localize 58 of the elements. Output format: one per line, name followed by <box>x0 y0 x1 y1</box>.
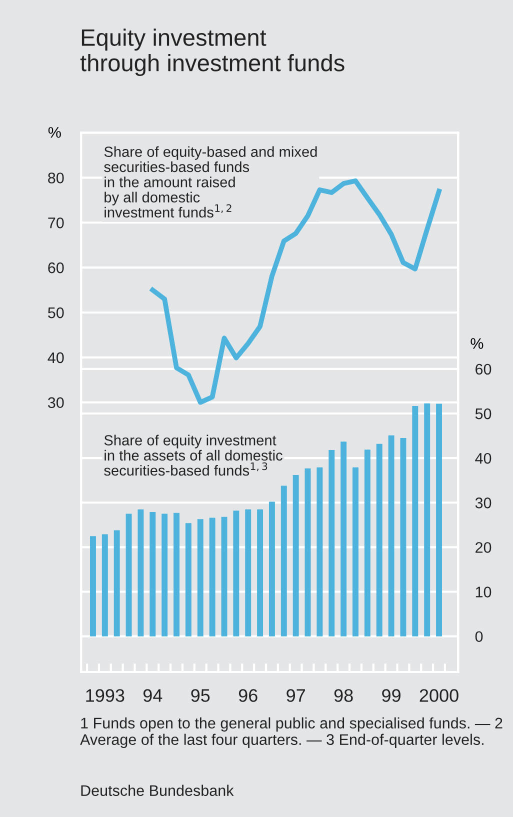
x-tick-label: 97 <box>286 689 305 702</box>
bar <box>340 442 347 636</box>
bar <box>245 509 252 636</box>
y2-tick-label: 30 <box>475 498 492 508</box>
bar <box>328 450 335 636</box>
bar <box>304 468 311 636</box>
bar <box>352 467 358 636</box>
bar <box>150 512 156 636</box>
bar <box>268 502 275 636</box>
bar <box>257 509 264 636</box>
y2-tick-label: 0 <box>475 631 483 642</box>
bar <box>162 514 168 636</box>
y2-tick-label: 60 <box>476 364 492 375</box>
x-tick-label: 96 <box>238 689 258 702</box>
x-tick-label: 95 <box>191 689 210 702</box>
text: 1 Funds open to the general public and specialised funds. — 2 Average of the last four quarters. — 3 End-of-quarter levels. <box>80 717 502 748</box>
bar <box>174 512 180 636</box>
bar <box>316 467 323 636</box>
bar <box>138 509 144 636</box>
y-tick-label: 30 <box>48 397 64 408</box>
bar <box>436 404 442 636</box>
bar <box>185 523 192 636</box>
series-label: Share of equity-based and mixed securities-based funds in the amount raised by all domestic investment funds$^{1,2}$ <box>104 146 317 218</box>
bar <box>233 510 240 636</box>
bar <box>412 406 418 636</box>
bar <box>292 475 299 636</box>
x-tick-label: 94 <box>143 689 162 702</box>
y2-tick-label: 40 <box>475 452 492 464</box>
bar <box>388 435 394 636</box>
bar <box>209 518 216 636</box>
bar <box>90 536 96 636</box>
bar <box>114 530 120 636</box>
y-axis-title: % <box>48 127 61 138</box>
bar <box>424 402 430 636</box>
y-tick-label: 40 <box>48 352 64 364</box>
y-tick-label: 50 <box>48 307 64 318</box>
x-tick-label: 2000 <box>420 689 458 702</box>
text: Deutsche Bundesbank <box>81 784 234 796</box>
y-tick-label: 60 <box>48 262 64 274</box>
bar <box>364 450 370 636</box>
y2-tick-label: 50 <box>475 408 492 420</box>
series-label: Share of equity investment in the assets of all domestic securities-based funds$^{1,3}$ <box>104 434 282 476</box>
bar <box>400 438 406 636</box>
y2-tick-label: 10 <box>476 586 492 598</box>
y-tick-label: 80 <box>48 172 64 184</box>
bar <box>197 519 204 636</box>
bar <box>102 534 108 636</box>
chart-title: Equity investment through investment funds <box>80 28 344 76</box>
x-tick-label: 98 <box>334 689 353 702</box>
x-tick-label: 1993 <box>86 689 124 702</box>
y2-axis-title: % <box>470 338 484 349</box>
bar <box>126 514 132 636</box>
y-tick-label: 70 <box>48 218 64 228</box>
bar <box>280 486 287 636</box>
bar <box>221 516 228 636</box>
y2-tick-label: 20 <box>476 542 492 553</box>
x-tick-label: 99 <box>382 689 400 702</box>
bar <box>376 444 382 636</box>
